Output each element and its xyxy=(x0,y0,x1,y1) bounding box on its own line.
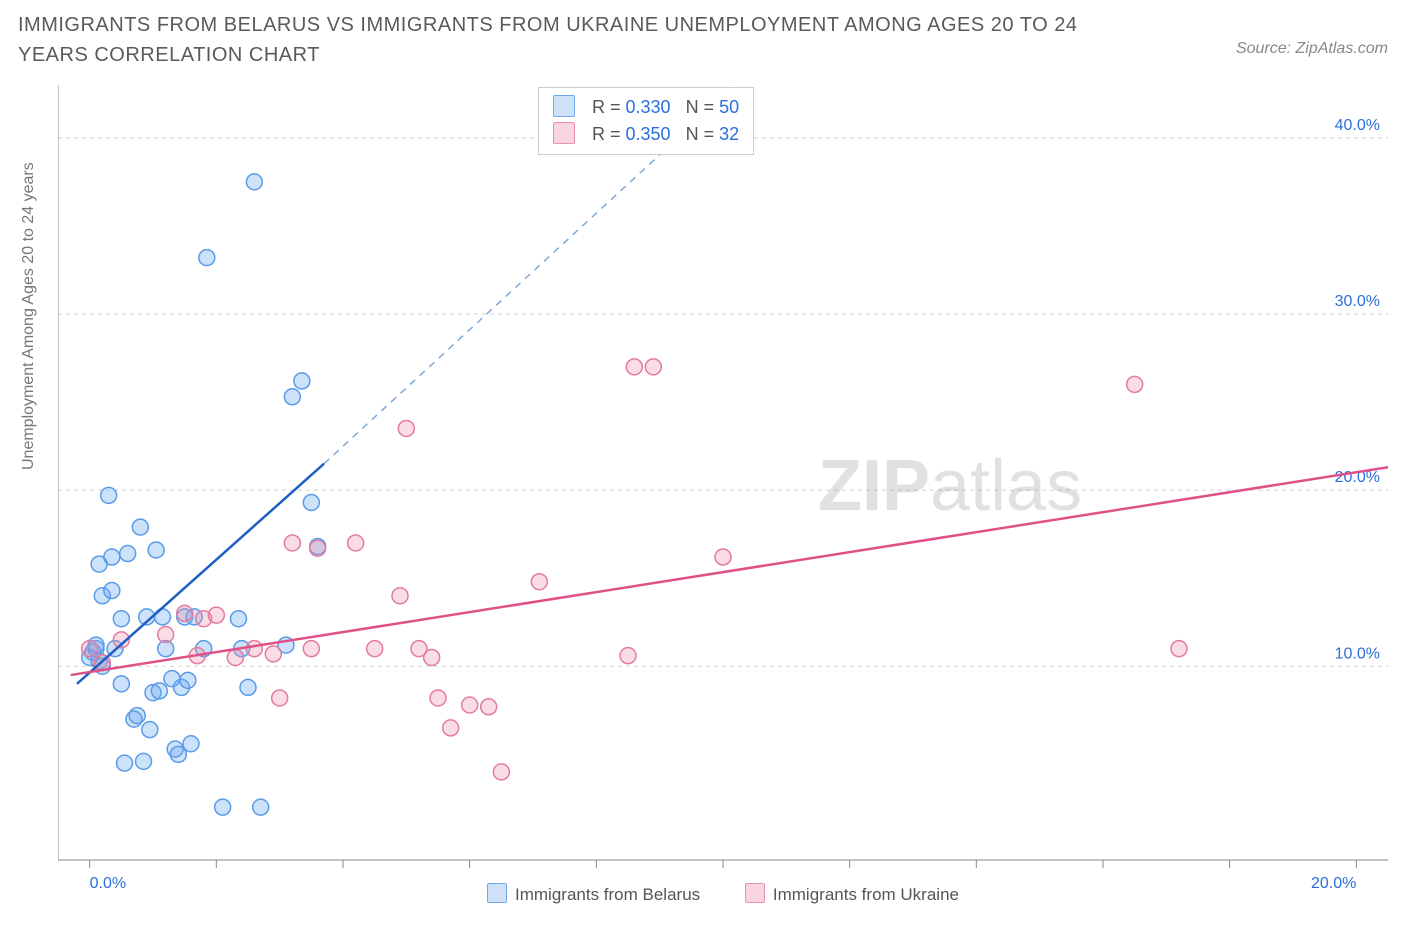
stats-swatch-ukraine xyxy=(553,122,575,144)
svg-text:40.0%: 40.0% xyxy=(1335,117,1380,134)
legend-item-belarus: Immigrants from Belarus xyxy=(487,885,705,904)
legend-item-ukraine: Immigrants from Ukraine xyxy=(745,885,959,904)
svg-text:30.0%: 30.0% xyxy=(1335,293,1380,310)
y-axis-label: Unemployment Among Ages 20 to 24 years xyxy=(20,162,38,470)
stats-swatch-belarus xyxy=(553,95,575,117)
legend-bottom: Immigrants from Belarus Immigrants from … xyxy=(58,883,1388,905)
stats-row-belarus: R = 0.330 N = 50 xyxy=(553,94,739,121)
stats-row-ukraine: R = 0.350 N = 32 xyxy=(553,121,739,148)
legend-swatch-belarus xyxy=(487,883,507,903)
svg-text:10.0%: 10.0% xyxy=(1335,645,1380,662)
source-label: Source: ZipAtlas.com xyxy=(1236,40,1388,58)
stats-legend-box: R = 0.330 N = 50 R = 0.350 N = 32 xyxy=(538,87,754,155)
chart-title: IMMIGRANTS FROM BELARUS VS IMMIGRANTS FR… xyxy=(18,10,1118,70)
plot-area: 10.0%20.0%30.0%40.0%0.0%20.0% ZIPatlas R… xyxy=(58,85,1388,905)
scatter-plot-svg: 10.0%20.0%30.0%40.0%0.0%20.0% xyxy=(58,85,1388,905)
legend-swatch-ukraine xyxy=(745,883,765,903)
